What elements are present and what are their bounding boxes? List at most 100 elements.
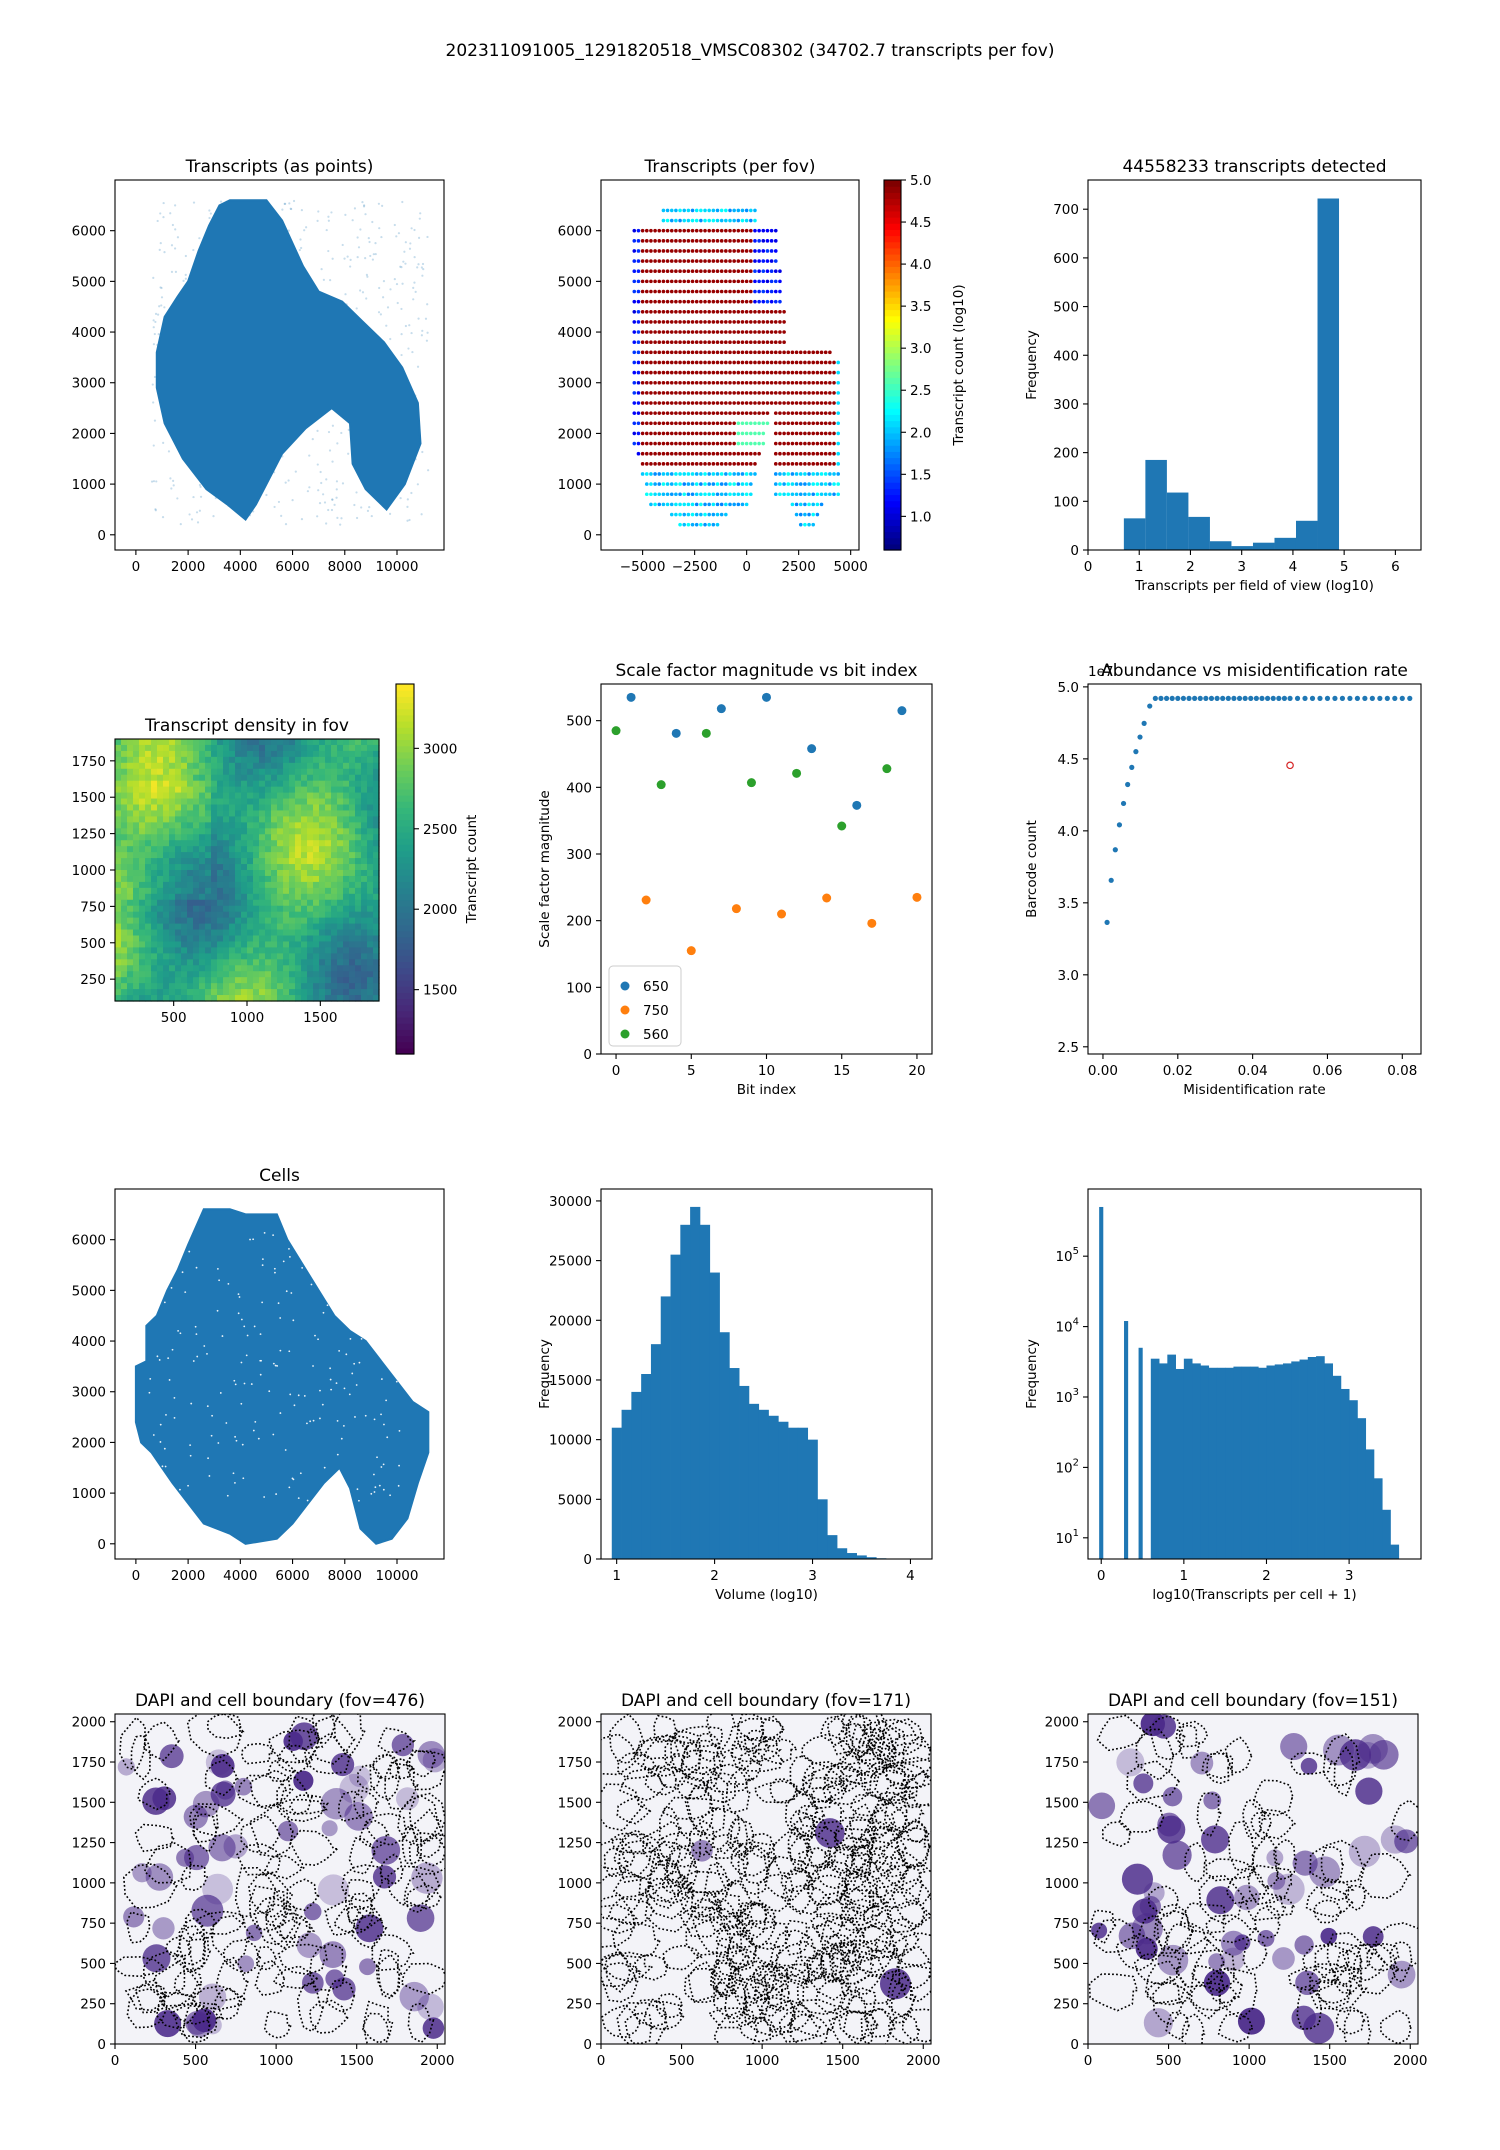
fov-point (719, 208, 724, 213)
colorbar-swatch (884, 278, 901, 286)
cell-boundary (181, 2004, 211, 2044)
heatmap-cell (361, 870, 368, 877)
heatmap-cell (367, 792, 374, 800)
panel-title: Transcripts (per fov) (643, 157, 815, 177)
fov-point (669, 350, 674, 355)
heatmap-cell (199, 881, 206, 889)
heatmap-cell (247, 947, 254, 954)
transcript-point (371, 258, 374, 261)
fov-point (811, 421, 816, 426)
fov-point (649, 421, 653, 426)
heatmap-cell (199, 911, 206, 919)
fov-point (644, 259, 649, 263)
heatmap-cell (283, 774, 290, 782)
transcript-point (363, 204, 366, 207)
x-tick-label: 0 (1084, 2053, 1093, 2069)
cell-boundary (249, 1769, 295, 1808)
fov-point (699, 502, 703, 507)
transcript-point (340, 431, 343, 435)
heatmap-cell (223, 852, 230, 859)
fov-point (711, 208, 716, 213)
heatmap-cell (187, 893, 194, 901)
heatmap-cell (151, 768, 158, 776)
heatmap-cell (205, 816, 212, 823)
fov-point (699, 482, 703, 486)
heatmap-cell (139, 798, 146, 806)
heatmap-cell (169, 971, 176, 978)
cell-gap (329, 1378, 332, 1381)
fov-point (674, 370, 678, 375)
heatmap-cell (307, 947, 314, 954)
cells-layer (134, 1208, 430, 1545)
heatmap-cell (145, 840, 152, 847)
heatmap-cell (157, 923, 164, 931)
fov-point (728, 401, 732, 405)
cell-boundary (325, 1979, 356, 2014)
heatmap-cell (331, 744, 338, 752)
fov-point (778, 451, 782, 456)
fov-point (640, 249, 645, 253)
cell-boundary (743, 1972, 771, 2025)
fov-point (678, 441, 682, 446)
heatmap-cell (331, 995, 338, 1002)
cell-gap (345, 1353, 348, 1356)
colorbar-swatch (396, 770, 414, 778)
fov-point (740, 472, 745, 476)
barcode-point (1197, 695, 1203, 701)
heatmap-cell (181, 828, 188, 835)
cell-boundary (612, 1875, 652, 1899)
heatmap-cell (361, 804, 368, 812)
transcript-point (371, 220, 374, 224)
fov-point (653, 289, 657, 294)
heatmap-cell (253, 929, 260, 937)
fov-point (786, 401, 791, 405)
heatmap-cell (205, 983, 212, 990)
figure-suptitle: 202311091005_1291820518_VMSC08302 (34702… (446, 41, 1055, 61)
fov-point (644, 289, 649, 294)
heatmap-cell (229, 947, 236, 954)
heatmap-cell (169, 852, 176, 859)
heatmap-cell (343, 786, 350, 794)
fov-point (699, 462, 703, 466)
x-axis-label: Volume (log10) (715, 1587, 818, 1603)
heatmap-cell (217, 768, 224, 776)
colorbar-swatch (396, 825, 414, 833)
heatmap-cell (145, 762, 152, 770)
fov-point (807, 522, 811, 527)
fov-point (636, 451, 641, 456)
heatmap-cell (115, 780, 122, 788)
heatmap-cell (343, 852, 350, 859)
fov-point (732, 330, 736, 334)
cell-boundary (1305, 1886, 1355, 1918)
fov-point (782, 462, 786, 466)
fov-point (773, 431, 778, 436)
fov-point (736, 360, 741, 365)
heatmap-cell (367, 822, 374, 829)
heatmap-cell (307, 750, 314, 758)
heatmap-cell (301, 875, 308, 883)
cell-boundary (1135, 1914, 1171, 1961)
fov-point (736, 451, 741, 456)
fov-point (769, 350, 774, 355)
fov-point (686, 492, 691, 497)
heatmap-cell (265, 750, 272, 758)
cell-gap (282, 1260, 285, 1263)
fov-point (798, 431, 803, 436)
heatmap-cell (301, 965, 308, 972)
heatmap-cell (283, 929, 290, 937)
fov-point (753, 320, 757, 324)
heatmap-cell (313, 810, 320, 818)
heatmap-cell (283, 995, 290, 1002)
heatmap-cell (169, 989, 176, 996)
heatmap-cell (259, 822, 266, 829)
heatmap-cell (151, 959, 158, 966)
fov-point (732, 482, 736, 486)
heatmap-cell (361, 971, 368, 978)
fov-point (773, 421, 778, 426)
heatmap-cell (211, 750, 218, 758)
heatmap-cell (349, 923, 356, 931)
transcript-point (378, 286, 381, 290)
fov-point (669, 320, 674, 324)
heatmap-cell (283, 881, 290, 889)
heatmap-cell (199, 870, 206, 877)
